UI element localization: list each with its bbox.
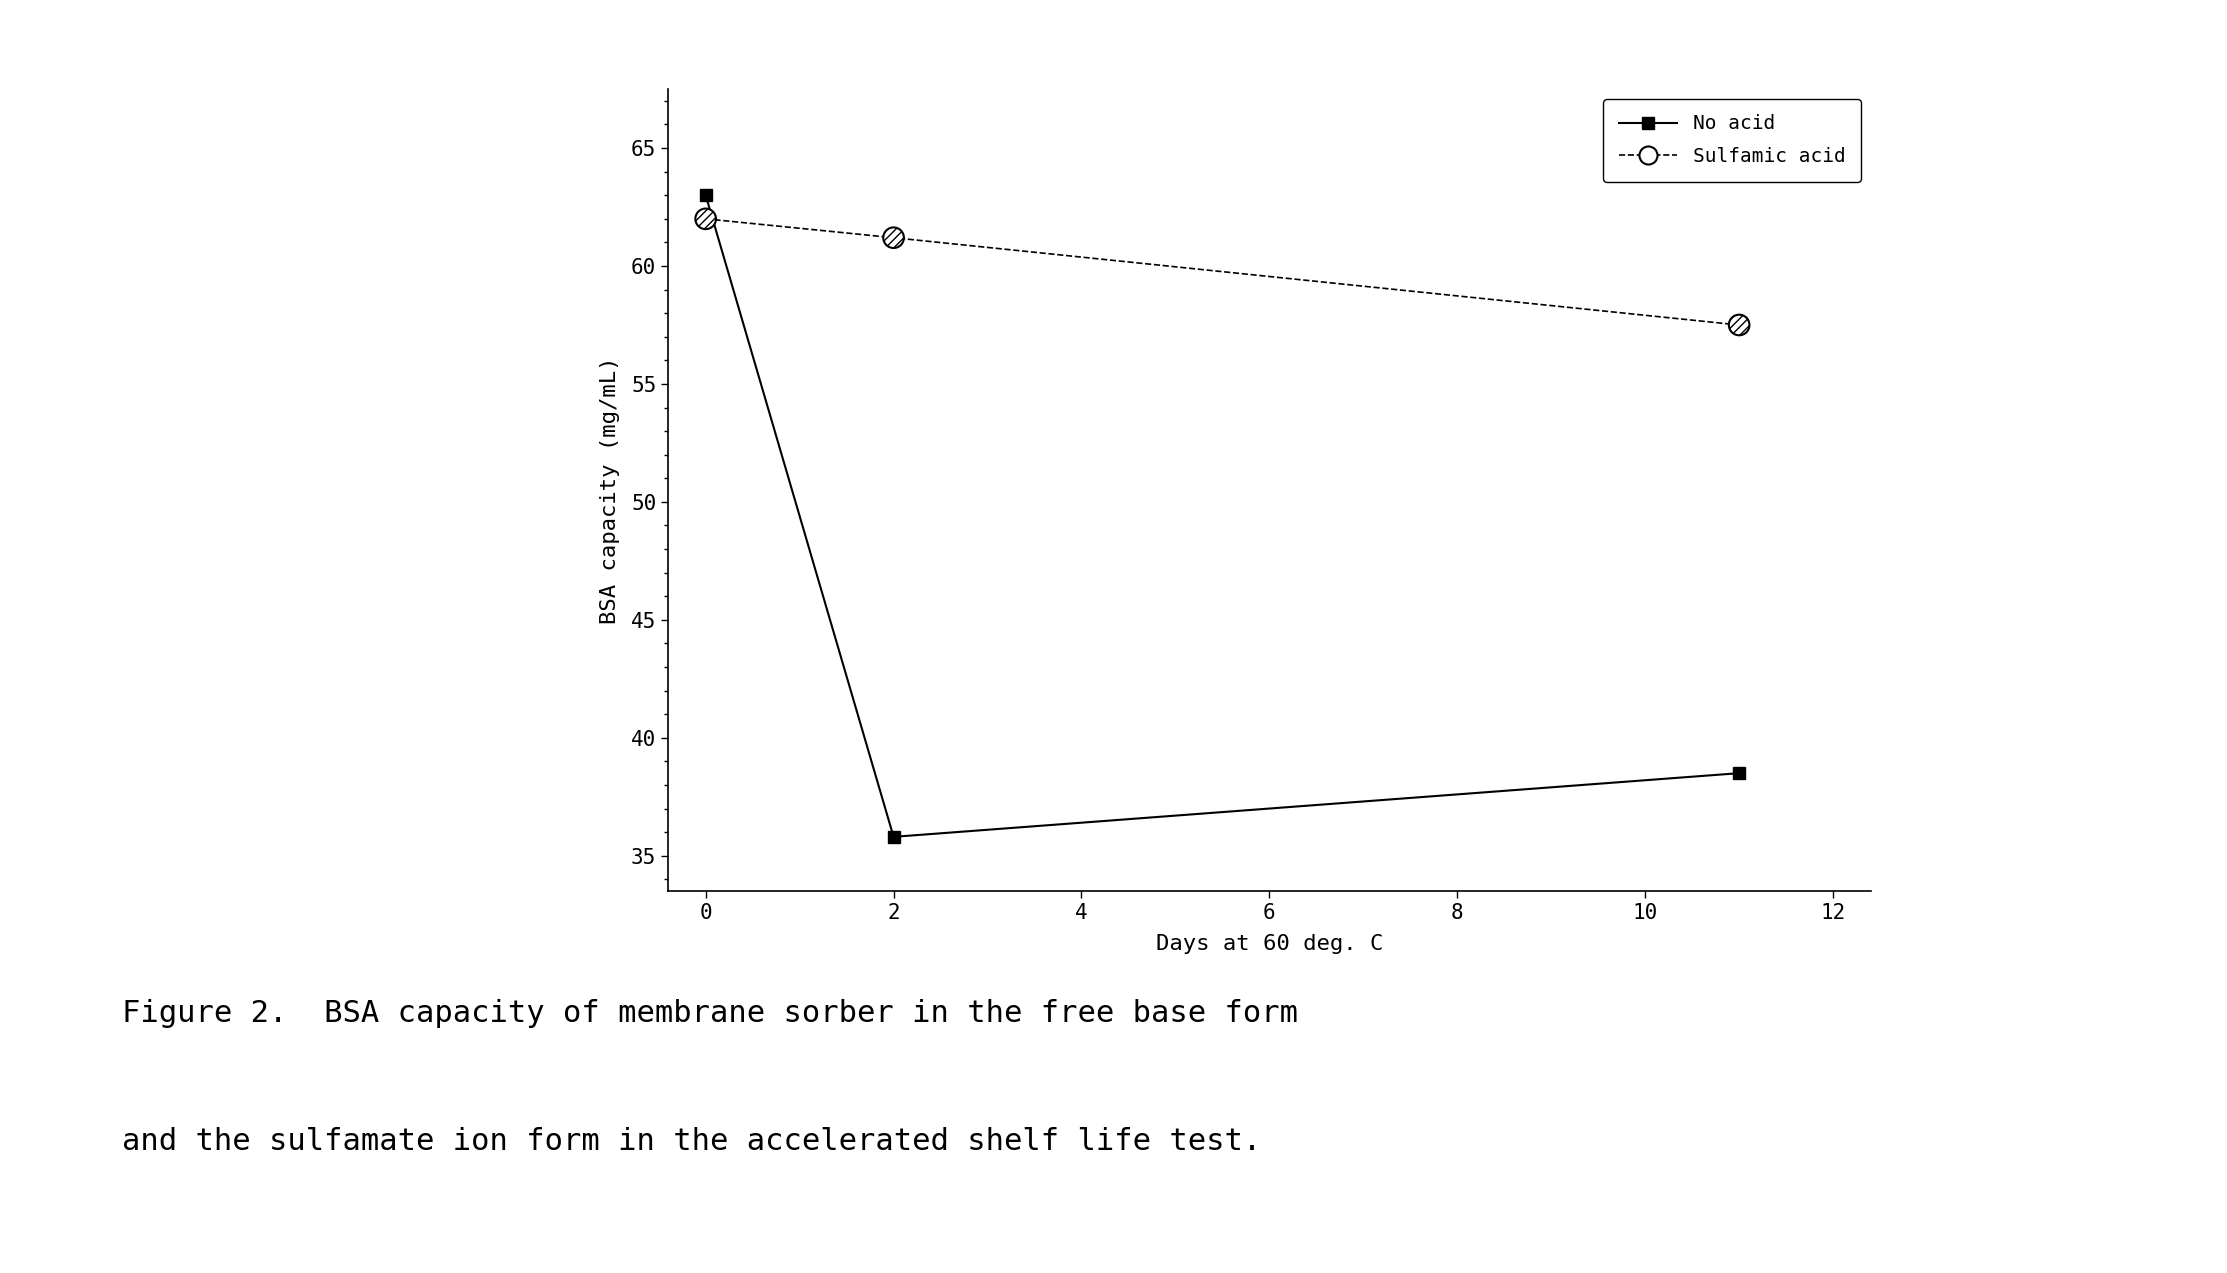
- Y-axis label: BSA capacity (mg/mL): BSA capacity (mg/mL): [599, 356, 619, 624]
- Text: and the sulfamate ion form in the accelerated shelf life test.: and the sulfamate ion form in the accele…: [122, 1127, 1263, 1156]
- Point: [1721, 314, 1757, 335]
- Point: [875, 228, 911, 248]
- Legend: No acid, Sulfamic acid: No acid, Sulfamic acid: [1603, 99, 1862, 182]
- X-axis label: Days at 60 deg. C: Days at 60 deg. C: [1156, 934, 1383, 953]
- Point: [688, 209, 724, 229]
- Text: Figure 2.  BSA capacity of membrane sorber in the free base form: Figure 2. BSA capacity of membrane sorbe…: [122, 999, 1298, 1029]
